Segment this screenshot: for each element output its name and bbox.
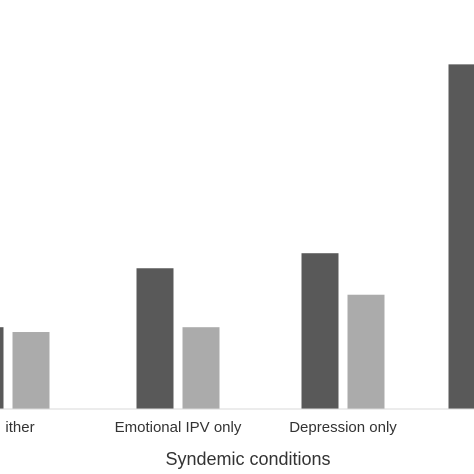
bars (0, 64, 474, 409)
x-tick-labels: ither Emotional IPV only Depression only (5, 419, 397, 436)
bar-series2-cat2 (182, 327, 220, 409)
bar-series2-cat3 (347, 294, 385, 409)
x-tick-label: Emotional IPV only (115, 419, 242, 436)
bar-series1-cat1 (0, 327, 4, 409)
x-tick-label: Depression only (289, 419, 397, 436)
bar-series2-cat1 (12, 332, 50, 409)
bar-series1-cat3 (301, 253, 339, 409)
x-axis-title: Syndemic conditions (165, 449, 330, 469)
bar-series1-cat2 (136, 268, 174, 409)
x-tick-label: ither (5, 419, 34, 436)
bar-series1-cat4 (448, 64, 474, 409)
